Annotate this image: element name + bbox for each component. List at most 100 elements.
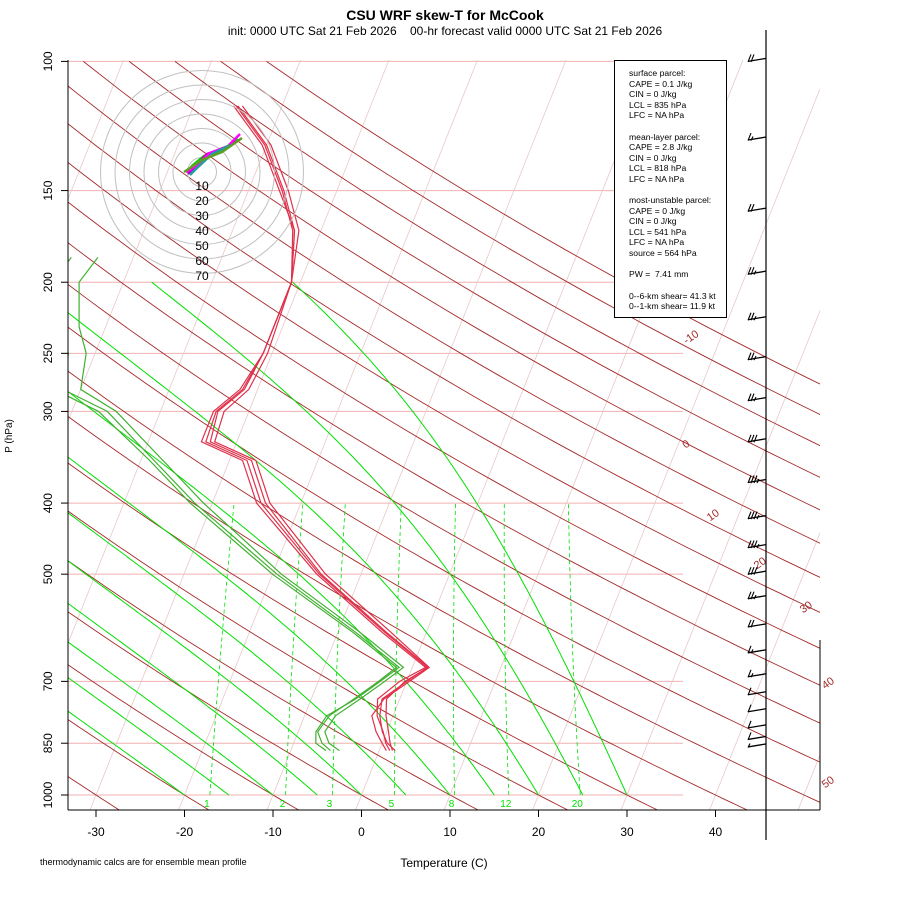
x-tick-label: 10 [443, 825, 457, 839]
info-line: most-unstable parcel: [629, 195, 712, 205]
wind-barb-flag [753, 270, 757, 275]
info-pw: PW = 7.41 mm [629, 269, 689, 279]
wind-barb-flag [747, 132, 752, 141]
wind-barb-flag [750, 649, 754, 654]
y-tick-label: 700 [41, 671, 55, 691]
mixing-ratio-label: 2 [280, 799, 286, 810]
hodograph-ring-label: 50 [195, 239, 209, 253]
wind-barb-flag [750, 266, 755, 275]
wind-barb-flag [750, 591, 755, 600]
wind-barb [747, 570, 767, 575]
dry-adiabat-line [68, 161, 820, 613]
mixing-ratio-label: 8 [449, 799, 455, 810]
moist-adiabat-line [68, 710, 185, 796]
wind-barb-flag [747, 352, 752, 361]
wind-barb [747, 735, 767, 741]
wind-barb [747, 743, 767, 748]
wind-barb-flag [750, 540, 755, 549]
axes: -30 -20 -10 0 10 20 30 401001502002503004005007… [41, 51, 722, 839]
mixing-ratio-label: 1 [204, 799, 210, 810]
info-line: LCL = 818 hPa [629, 163, 687, 173]
info-line: CIN = 0 J/kg [629, 216, 677, 226]
isotherm-line [620, 309, 820, 810]
info-line: CAPE = 0 J/kg [629, 205, 686, 216]
hodograph-ring [100, 70, 304, 274]
y-tick-label: 200 [41, 272, 55, 292]
wind-barb [747, 649, 767, 654]
hodograph-trace [183, 136, 243, 174]
dry-adiabat-line [68, 611, 390, 810]
dry-adiabat-line [68, 560, 480, 810]
x-tick-label: 0 [358, 825, 365, 839]
wind-barb-flag [750, 54, 755, 63]
wind-barb-flag [753, 511, 758, 520]
dry-adiabat-label: 40 [820, 675, 837, 692]
wind-barb-flag [753, 434, 758, 443]
wind-barb-flag [747, 203, 752, 212]
dry-adiabat-line [68, 85, 820, 544]
chart-subtitle: init: 0000 UTC Sat 21 Feb 2026 00-hr for… [227, 24, 663, 38]
isotherm-line [266, 60, 567, 810]
wind-barb-flag [747, 266, 752, 275]
x-tick-label: 40 [709, 825, 723, 839]
info-line: CIN = 0 J/kg [629, 89, 677, 99]
dry-adiabat-line [68, 242, 820, 686]
hodograph-ring [143, 113, 261, 231]
dewpoint-profile-line [78, 257, 405, 752]
wind-barb-flag [747, 591, 752, 600]
dry-adiabat-line [68, 719, 210, 810]
moist-adiabat-line [68, 676, 230, 796]
mixing-ratio-line [453, 503, 456, 796]
wind-barb-flag [747, 475, 752, 484]
wind-barb-flag [747, 669, 752, 678]
wind-barb-flag [753, 566, 758, 575]
wind-barb-flag [750, 619, 755, 628]
wind-barb-flag [750, 393, 755, 402]
mixing-ratio-line [285, 503, 304, 796]
wind-barb [747, 708, 767, 713]
wind-barb-flag [747, 566, 752, 575]
wind-barb-flag [747, 687, 752, 696]
isotherm-line [355, 60, 655, 810]
moist-adiabat-line [68, 641, 274, 796]
isotherm-line [68, 60, 213, 423]
wind-barb-flag [750, 312, 755, 321]
info-line: 0--6-km shear= 41.3 kt [629, 290, 716, 301]
wind-barb-flag [750, 511, 755, 520]
dry-adiabat-label: 20 [752, 555, 769, 572]
wind-barb-flag [753, 396, 757, 402]
dry-adiabat-label: 0 [680, 438, 692, 451]
info-line: CAPE = 0.1 J/kg [629, 78, 693, 89]
wind-barb [747, 57, 767, 63]
y-tick-label: 500 [41, 564, 55, 584]
dewpoint-profile-line [68, 395, 398, 752]
hodograph-ring [172, 142, 232, 202]
plot-frame [67, 60, 821, 811]
wind-barb-flag [747, 312, 752, 321]
mixing-ratio-line [394, 503, 402, 796]
isotherm-line [68, 60, 301, 645]
y-tick-label: 400 [41, 493, 55, 513]
hodograph-ring-label: 20 [195, 194, 209, 208]
isotherm-line [797, 753, 820, 810]
skewt-grid [68, 60, 820, 810]
wind-barb [747, 623, 767, 628]
wind-barb-flag [750, 566, 755, 575]
x-axis-label: Temperature (C) [400, 856, 487, 870]
mixing-ratio-label: 3 [327, 799, 333, 810]
wind-barb [747, 207, 767, 212]
wind-barb-flag [753, 475, 758, 484]
info-line: mean-layer parcel: [629, 131, 701, 142]
hodograph-ring [129, 99, 275, 245]
wind-barbs [747, 30, 767, 840]
dry-adiabat-line [68, 123, 820, 578]
dry-adiabat-line [128, 61, 820, 478]
hodograph-trace [185, 133, 241, 174]
wind-barb [747, 136, 767, 141]
hodograph-ring-label: 10 [195, 179, 209, 193]
info-line: LCL = 541 hPa [629, 226, 687, 237]
wind-barb [747, 316, 767, 321]
temperature-profile-line [213, 105, 431, 751]
